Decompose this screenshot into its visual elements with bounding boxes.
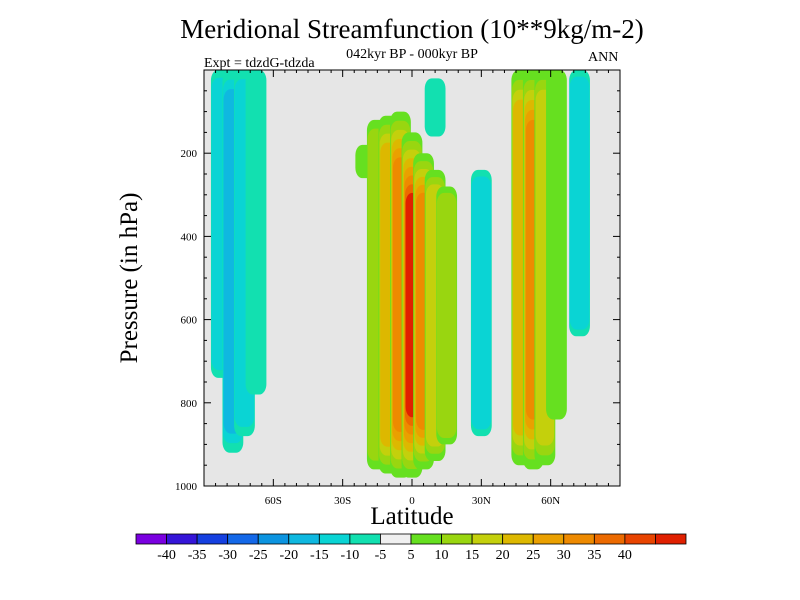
colorbar-label: -35 [188, 548, 207, 563]
colorbar-label: -5 [375, 548, 387, 563]
colorbar-label: -20 [279, 548, 298, 563]
colorbar-box [196, 533, 229, 545]
colorbar-label: 25 [526, 548, 540, 563]
contour-cell [424, 78, 446, 137]
colorbar-label: 40 [618, 548, 632, 563]
colorbar-box [655, 533, 687, 545]
colorbar-label: 10 [435, 548, 449, 563]
colorbar-label: -10 [341, 548, 360, 563]
colorbar-box [349, 533, 381, 545]
colorbar-box [288, 533, 320, 545]
colorbar-box [166, 533, 198, 545]
colorbar-label: 5 [408, 548, 415, 563]
colorbar-box [227, 533, 259, 545]
colorbar: -40 -35 -30 -25 -20 -15 -10 -5 5 10 15 20 25 30 35 40 [135, 533, 687, 563]
colorbar-box [441, 533, 473, 545]
colorbar-box [532, 533, 565, 545]
colorbar-label: 30 [557, 548, 571, 563]
colorbar-label: -15 [310, 548, 329, 563]
experiment-label: Expt = tdzdG-tdzda [204, 56, 315, 71]
y-axis-label: Pressure (in hPa) [116, 193, 143, 364]
colorbar-label: -30 [218, 548, 237, 563]
contour-cell [471, 176, 492, 430]
colorbar-box [563, 533, 595, 545]
colorbar-label: -40 [157, 548, 176, 563]
colorbar-label: 20 [496, 548, 510, 563]
x-tick-label: 30N [472, 495, 491, 507]
colorbar-box [471, 533, 504, 545]
colorbar-box [135, 533, 167, 545]
x-tick-label: 30S [334, 495, 351, 507]
colorbar-box [624, 533, 656, 545]
colorbar-label: 15 [465, 548, 479, 563]
colorbar-box [410, 533, 442, 545]
x-axis-label: Latitude [370, 503, 453, 530]
contour-layer [210, 70, 590, 478]
contour-cell [546, 70, 567, 420]
colorbar-label: 35 [587, 548, 601, 563]
y-tick-label: 400 [181, 231, 198, 243]
y-tick-label: 600 [181, 315, 198, 327]
season-label: ANN [588, 50, 619, 65]
colorbar-box [318, 533, 351, 545]
colorbar-box [593, 533, 626, 545]
y-tick-label: 1000 [175, 481, 198, 493]
x-tick-label: 0 [409, 495, 415, 507]
chart-subtitle: 042kyr BP - 000kyr BP [346, 47, 478, 62]
contour-cell [245, 70, 267, 395]
chart-title: Meridional Streamfunction (10**9kg/m-2) [180, 14, 644, 44]
x-tick-label: 60S [265, 495, 282, 507]
x-tick-label: 60N [541, 495, 560, 507]
y-tick-label: 200 [181, 148, 198, 160]
colorbar-box [257, 533, 290, 545]
colorbar-box [380, 533, 412, 545]
y-tick-label: 800 [181, 398, 198, 410]
tick-layer: 60S 30S 0 30N 60N 200 400 600 800 1000 [175, 70, 620, 507]
colorbar-box [502, 533, 534, 545]
contour-cell [436, 192, 457, 438]
colorbar-label: -25 [249, 548, 268, 563]
contour-cell [569, 76, 590, 330]
